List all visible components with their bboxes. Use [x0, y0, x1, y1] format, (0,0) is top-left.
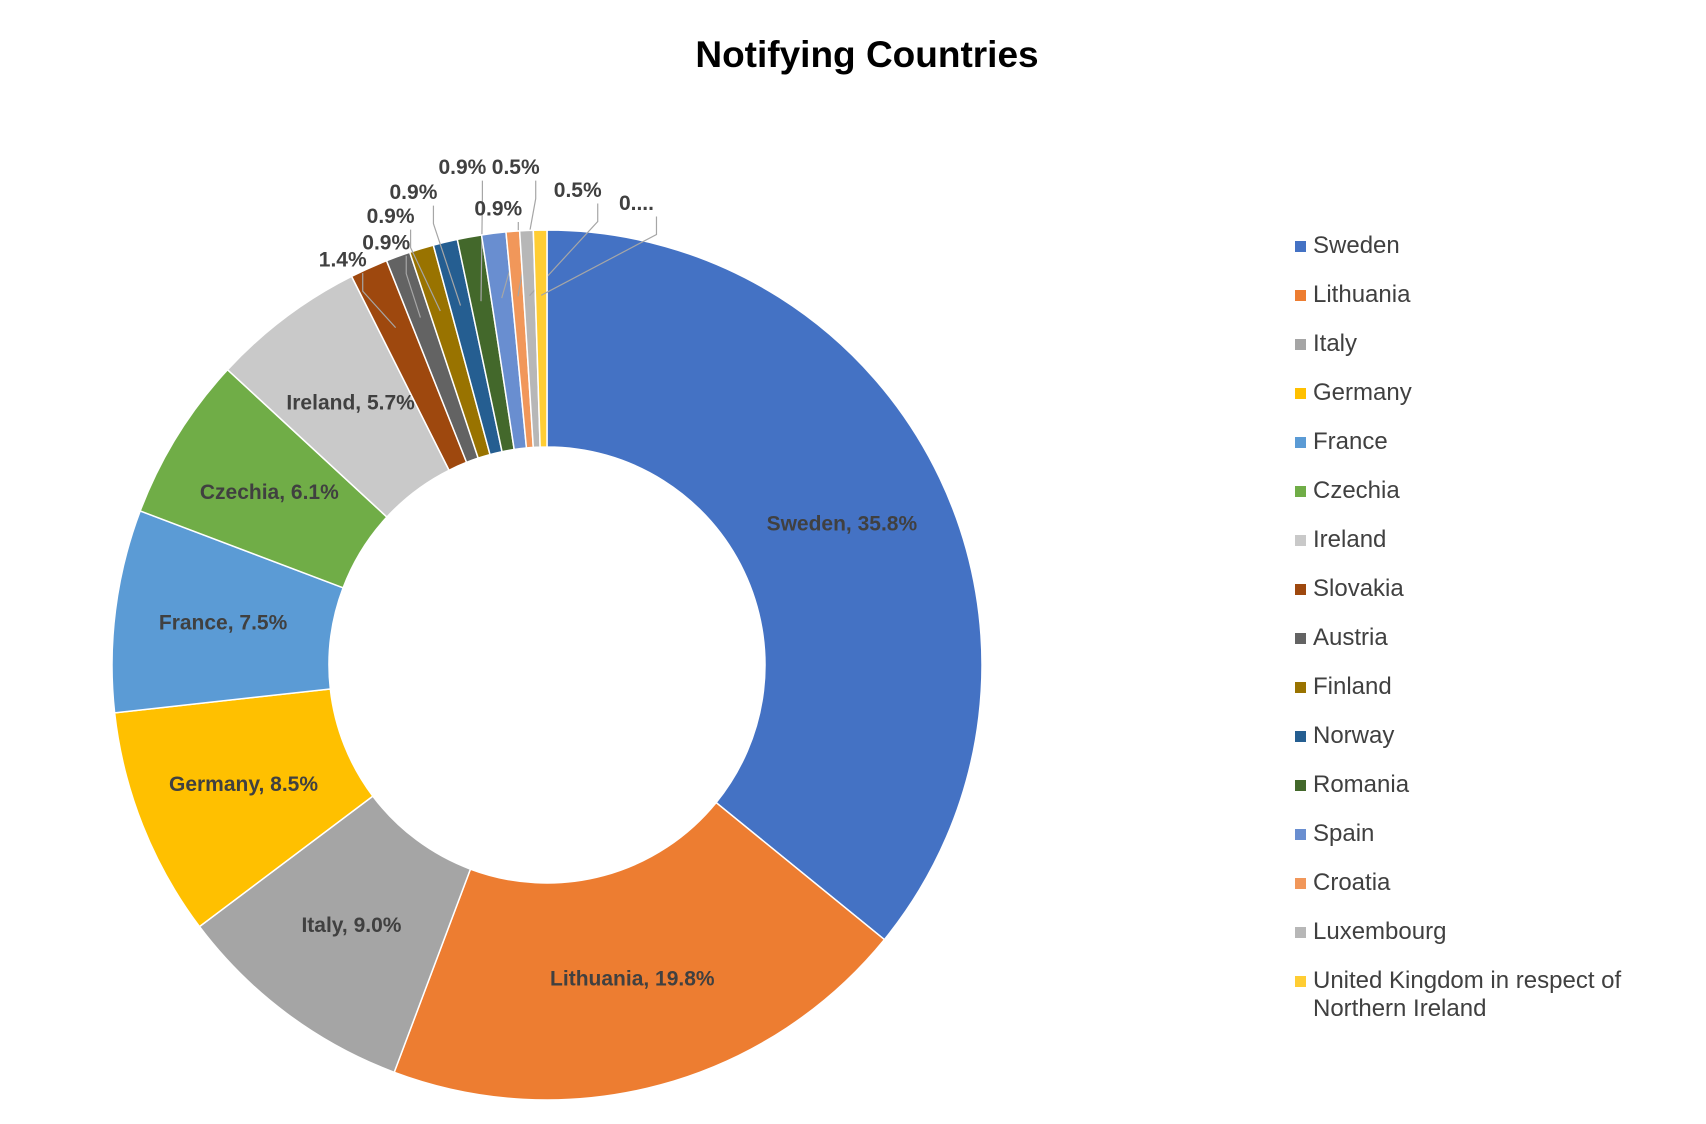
data-label: 1.4% — [319, 249, 367, 272]
legend-swatch — [1295, 535, 1306, 546]
legend-item: Luxembourg — [1295, 918, 1675, 946]
data-label: France, 7.5% — [159, 612, 288, 635]
slice — [532, 229, 548, 448]
data-label: Czechia, 6.1% — [200, 481, 339, 504]
legend-label: France — [1313, 428, 1388, 455]
legend-label: Czechia — [1313, 477, 1400, 504]
legend-label: Italy — [1313, 330, 1358, 357]
data-label: Sweden, 35.8% — [767, 512, 918, 535]
data-label: Lithuania, 19.8% — [550, 968, 715, 991]
legend-swatch — [1295, 437, 1306, 448]
legend-label: Romania — [1313, 771, 1410, 798]
leader-line — [405, 255, 421, 318]
leader-line — [529, 203, 599, 297]
data-label: Ireland, 5.7% — [286, 392, 415, 415]
data-label: 0.... — [619, 192, 654, 215]
legend-label: Slovakia — [1313, 575, 1404, 602]
legend-item: Lithuania — [1295, 281, 1675, 309]
legend-item: Croatia — [1295, 869, 1675, 897]
legend: Sweden Lithuania Italy Germany France Czechia… — [1295, 232, 1675, 1044]
data-label: 0.5% — [492, 156, 540, 179]
legend-label: Croatia — [1313, 869, 1391, 896]
leader-line — [540, 216, 658, 296]
leader-line — [409, 229, 441, 312]
legend-swatch — [1295, 486, 1306, 497]
legend-swatch — [1295, 927, 1306, 938]
data-label: 0.9% — [474, 198, 522, 221]
legend-swatch — [1295, 633, 1306, 644]
legend-swatch — [1295, 731, 1306, 742]
leader-line — [432, 205, 462, 306]
legend-label: Austria — [1313, 624, 1388, 651]
data-label: Germany, 8.5% — [169, 773, 318, 796]
slice — [546, 229, 983, 941]
legend-label: Ireland — [1313, 526, 1387, 553]
data-label: Italy, 9.0% — [301, 914, 401, 937]
leader-line — [362, 273, 397, 329]
legend-swatch — [1295, 339, 1306, 350]
legend-swatch — [1295, 829, 1306, 840]
legend-label: Sweden — [1313, 232, 1400, 259]
legend-item: Norway — [1295, 722, 1675, 750]
data-label: 0.5% — [554, 179, 602, 202]
legend-label: Germany — [1313, 379, 1412, 406]
legend-swatch — [1295, 388, 1306, 399]
legend-item: France — [1295, 428, 1675, 456]
legend-item: Czechia — [1295, 477, 1675, 505]
legend-label: United Kingdom in respect of Northern Ir… — [1313, 967, 1622, 1022]
slice — [393, 801, 886, 1101]
legend-item: Austria — [1295, 624, 1675, 652]
data-label: 0.9% — [362, 231, 410, 254]
legend-label: Norway — [1313, 722, 1395, 749]
legend-item: Italy — [1295, 330, 1675, 358]
legend-label: Finland — [1313, 673, 1392, 700]
legend-swatch — [1295, 976, 1306, 987]
leader-line — [480, 180, 483, 302]
legend-label: Spain — [1313, 820, 1375, 847]
legend-label: Lithuania — [1313, 281, 1411, 308]
data-label: 0.9% — [367, 205, 415, 228]
legend-item: Spain — [1295, 820, 1675, 848]
data-label: 0.9% — [438, 156, 486, 179]
legend-swatch — [1295, 780, 1306, 791]
legend-label: Luxembourg — [1313, 918, 1447, 945]
data-label: 0.9% — [390, 181, 438, 204]
legend-item: Germany — [1295, 379, 1675, 407]
legend-item: Finland — [1295, 673, 1675, 701]
legend-item: Sweden — [1295, 232, 1675, 260]
legend-item: Slovakia — [1295, 575, 1675, 603]
legend-swatch — [1295, 584, 1306, 595]
legend-swatch — [1295, 290, 1306, 301]
legend-swatch — [1295, 241, 1306, 252]
legend-item: Ireland — [1295, 526, 1675, 554]
legend-swatch — [1295, 878, 1306, 889]
legend-item: United Kingdom in respect of Northern Ir… — [1295, 967, 1675, 1023]
chart-title: Notifying Countries — [695, 34, 1038, 75]
legend-swatch — [1295, 682, 1306, 693]
legend-item: Romania — [1295, 771, 1675, 799]
